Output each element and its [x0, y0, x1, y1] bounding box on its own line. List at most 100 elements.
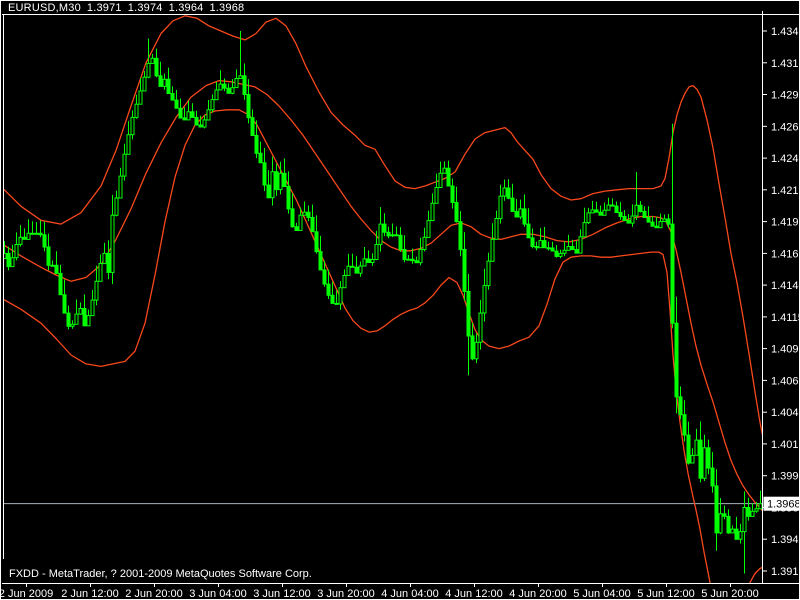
candle-body: [674, 322, 679, 398]
candle-body: [246, 94, 251, 119]
candle-body: [518, 208, 523, 218]
candle-body: [302, 211, 307, 216]
candle-body: [702, 447, 707, 479]
candle-body: [214, 89, 219, 101]
candle-body: [574, 249, 579, 254]
candle-body: [78, 308, 83, 315]
candle-body: [454, 202, 459, 223]
candle-body: [606, 204, 611, 211]
candle-body: [406, 258, 411, 261]
candle-body: [586, 212, 591, 224]
candle-body: [690, 454, 695, 464]
candle-body: [186, 111, 191, 121]
candle-body: [390, 234, 395, 237]
time-axis-label: 2 Jun 2009: [1, 588, 53, 600]
candle-body: [126, 134, 131, 155]
time-axis[interactable]: 2 Jun 2009 2 Jun 12:00 2 Jun 20:00 3 Jun 04…: [1, 584, 759, 600]
candle-body: [342, 275, 347, 289]
candle-body: [10, 257, 15, 268]
candle-body: [630, 215, 635, 224]
candle-body: [634, 204, 639, 217]
candle-body: [758, 503, 762, 510]
candle-body: [398, 234, 403, 251]
candle-body: [526, 223, 531, 239]
candle-body: [498, 195, 503, 220]
candle-body: [434, 187, 439, 204]
candle-body: [346, 265, 351, 276]
time-axis-label: 4 Jun 12:00: [445, 588, 503, 600]
price-axis-label: 1.4065: [771, 375, 800, 387]
candle-body: [686, 434, 691, 464]
candle-body: [218, 83, 223, 91]
candle-body: [590, 209, 595, 214]
candle-body: [18, 236, 23, 245]
candle-body: [194, 116, 199, 126]
time-axis-label: 2 Jun 20:00: [125, 588, 183, 600]
candle-body: [502, 187, 507, 197]
candle-body: [682, 414, 687, 436]
candle-body: [694, 439, 699, 456]
candle-body: [658, 221, 663, 229]
candle-body: [594, 209, 599, 213]
plot-border: [2, 11, 799, 584]
candle-body: [258, 152, 263, 164]
candle-body: [6, 252, 11, 268]
candle-body: [538, 240, 543, 249]
candle-body: [566, 246, 571, 251]
price-axis-label: 1.4265: [771, 121, 800, 133]
candle-body: [426, 220, 431, 238]
candle-body: [514, 210, 519, 218]
candle-body: [278, 172, 283, 191]
candle-body: [234, 78, 239, 89]
candle-body: [30, 232, 35, 235]
time-axis-label: 3 Jun 20:00: [317, 588, 375, 600]
candle-body: [610, 204, 615, 207]
candle-body: [458, 221, 463, 251]
time-axis-label: 3 Jun 12:00: [253, 588, 311, 600]
time-axis-label: 5 Jun 20:00: [701, 588, 759, 600]
candle-body: [238, 75, 243, 80]
candle-body: [490, 238, 495, 262]
candle-body: [714, 485, 719, 534]
price-axis[interactable]: 1.4340 1.4315 1.4290 1.4265 1.4240 1.4215 1.41…: [762, 26, 800, 578]
candle-body: [362, 258, 367, 267]
candle-body: [198, 124, 203, 128]
candle-body: [330, 294, 335, 304]
price-axis-label: 1.4090: [771, 344, 800, 356]
candle-body: [734, 528, 739, 540]
candle-body: [202, 119, 207, 128]
candle-body: [602, 209, 607, 216]
bollinger-upper-band: [3, 15, 762, 436]
candle-body: [314, 231, 319, 253]
close-value: 1.3968: [209, 2, 245, 14]
candle-body: [522, 208, 527, 225]
candle-body: [34, 232, 39, 235]
candle-body: [374, 244, 379, 260]
candle-body: [262, 162, 267, 186]
candle-body: [746, 507, 751, 517]
candle-body: [70, 323, 75, 327]
time-axis-label: 4 Jun 04:00: [381, 588, 439, 600]
candlestick-series: [3, 31, 762, 574]
candle-body: [638, 204, 643, 212]
candle-body: [162, 78, 167, 87]
time-axis-label: 4 Jun 20:00: [509, 588, 567, 600]
candle-body: [142, 76, 147, 92]
candle-body: [118, 175, 123, 199]
candle-body: [174, 99, 179, 109]
candle-body: [322, 269, 327, 285]
low-value: 1.3964: [168, 2, 204, 14]
candle-body: [66, 312, 71, 327]
candle-body: [650, 221, 655, 227]
candle-body: [130, 116, 135, 136]
candle-body: [358, 265, 363, 274]
candle-body: [62, 294, 67, 314]
candle-body: [546, 247, 551, 250]
candle-body: [110, 214, 115, 273]
time-axis-label: 5 Jun 12:00: [637, 588, 695, 600]
candle-body: [646, 217, 651, 223]
plot-area[interactable]: [3, 15, 763, 600]
price-axis-label: 1.4215: [771, 185, 800, 197]
